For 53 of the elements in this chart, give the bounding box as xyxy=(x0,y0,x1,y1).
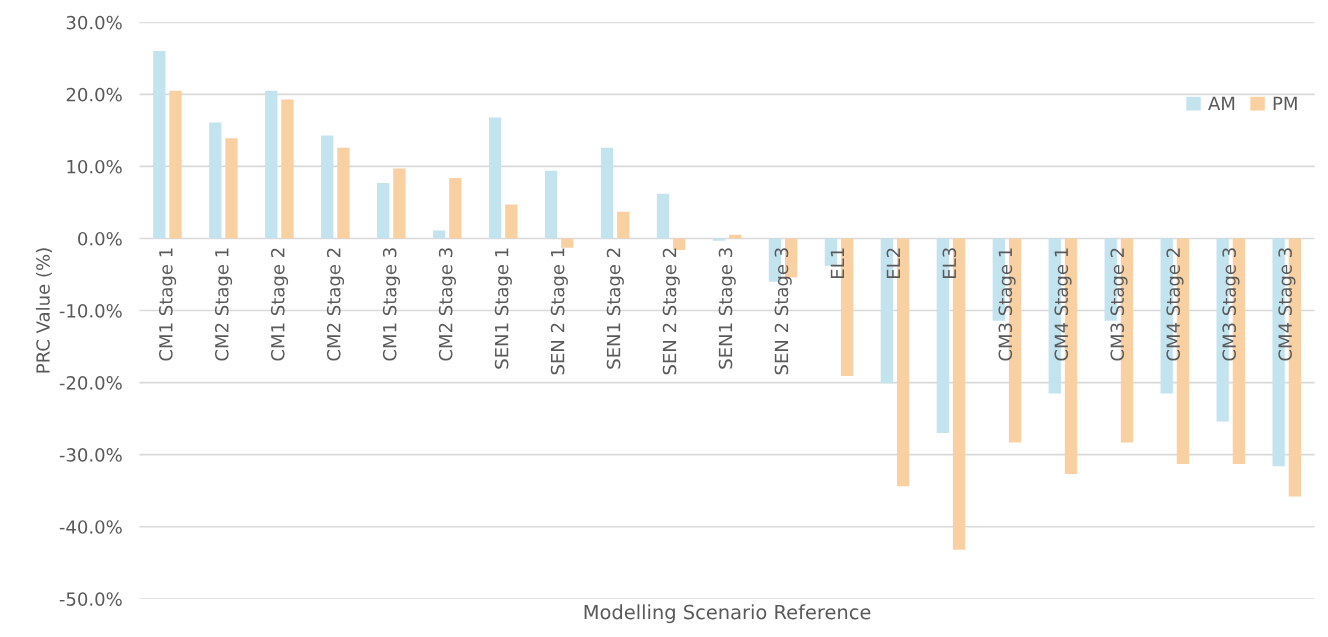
bar xyxy=(337,147,350,239)
legend-label: PM xyxy=(1273,96,1297,110)
bar xyxy=(617,211,630,239)
x-tick-label: CM2 Stage 2 xyxy=(326,248,345,361)
x-tick-label: EL1 xyxy=(830,248,844,278)
bar xyxy=(449,177,462,239)
x-tick-label: CM1 Stage 3 xyxy=(382,248,401,361)
bar xyxy=(561,238,574,248)
x-tick-label: SEN1 Stage 3 xyxy=(718,248,736,369)
x-axis-title: Modelling Scenario Reference xyxy=(584,604,871,624)
x-tick-label: SEN 2 Stage 1 xyxy=(550,248,568,375)
y-tick-label: 0.0% xyxy=(78,231,122,246)
y-tick-label: 10.0% xyxy=(67,159,122,174)
legend-label: AM xyxy=(1208,96,1235,110)
x-tick-label: CM4 Stage 1 xyxy=(1054,248,1072,361)
x-tick-label: CM2 Stage 1 xyxy=(214,248,233,361)
x-tick-label: EL2 xyxy=(886,248,900,278)
x-tick-label: CM1 Stage 2 xyxy=(270,248,289,361)
x-tick-label: CM4 Stage 2 xyxy=(1166,248,1184,361)
y-tick-label: -40.0% xyxy=(59,520,122,534)
x-tick-label: SEN 2 Stage 2 xyxy=(662,248,680,375)
y-tick-label: 20.0% xyxy=(66,87,122,102)
bar xyxy=(393,168,406,239)
x-tick-label: SEN 2 Stage 3 xyxy=(774,248,792,375)
bar xyxy=(169,90,182,239)
x-tick-label: CM3 Stage 3 xyxy=(1222,248,1240,361)
bar xyxy=(488,117,502,239)
y-tick-label: -50.0% xyxy=(59,592,122,606)
bar xyxy=(153,51,166,239)
bar xyxy=(505,204,518,239)
y-tick-label: 30.0% xyxy=(66,15,122,30)
x-tick-label: SEN1 Stage 2 xyxy=(606,248,624,369)
bar xyxy=(712,238,726,241)
y-tick-label: -30.0% xyxy=(59,448,122,462)
x-tick-label: SEN1 Stage 1 xyxy=(494,248,512,369)
bar xyxy=(265,90,278,239)
bar xyxy=(321,135,334,239)
x-tick-label: CM3 Stage 1 xyxy=(998,248,1016,361)
bar xyxy=(600,147,614,239)
bar xyxy=(209,122,222,239)
bar xyxy=(544,170,558,239)
x-tick-label: CM3 Stage 2 xyxy=(1110,248,1128,361)
bar xyxy=(225,138,238,239)
y-axis-title: PRC Value (%) xyxy=(35,248,52,373)
y-tick-label: -20.0% xyxy=(59,376,122,390)
bar xyxy=(377,182,390,239)
x-tick-label: CM1 Stage 1 xyxy=(159,248,177,361)
bar xyxy=(656,193,670,239)
bar xyxy=(281,99,294,239)
x-tick-label: CM4 Stage 3 xyxy=(1278,248,1296,361)
x-tick-label: CM2 Stage 3 xyxy=(438,248,456,361)
x-tick-label: EL3 xyxy=(942,248,957,278)
y-tick-label: -10.0% xyxy=(59,304,122,318)
